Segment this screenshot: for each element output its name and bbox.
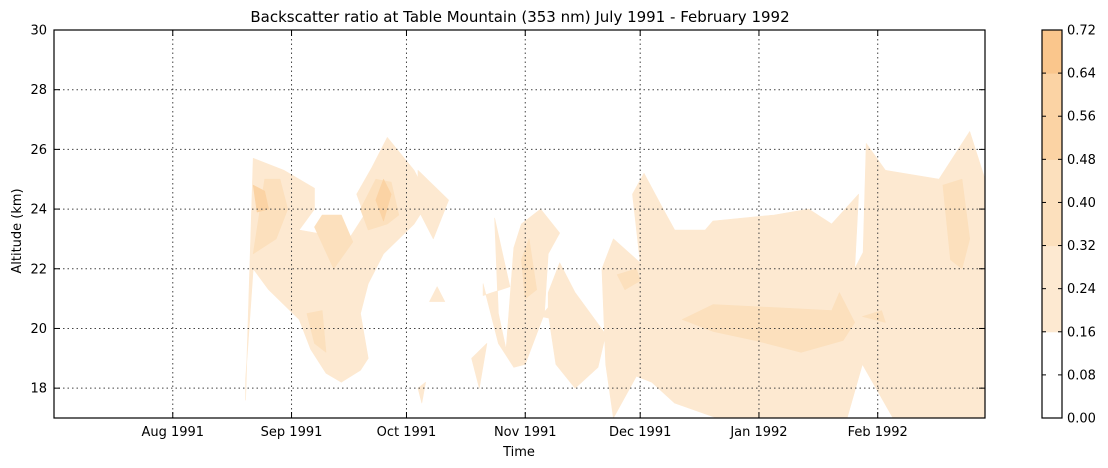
plot-frame (53, 29, 986, 419)
contour-region (314, 214, 354, 270)
colorbar: 0.00 0.08 0.16 0.24 0.32 0.40 0.48 0.56 0.64 0.72 (1041, 24, 1096, 427)
contour-region (482, 208, 560, 368)
x-tick-label: Dec 1991 (609, 425, 671, 440)
colorbar-tick-label: 0.08 (1067, 368, 1096, 383)
colorbar-band (1042, 73, 1062, 117)
contour-region (862, 310, 886, 323)
colorbar-band (1042, 374, 1062, 419)
x-axis-label: Time (502, 445, 535, 460)
contour-region (429, 286, 446, 302)
colorbar-band (1042, 202, 1062, 247)
colorbar-tick-label: 0.24 (1067, 282, 1096, 297)
colorbar-tick-label: 0.40 (1067, 196, 1096, 211)
colorbar-tick-label: 0.16 (1067, 325, 1096, 340)
x-tick-label: Feb 1992 (848, 425, 908, 440)
contour-region (252, 184, 269, 213)
plot-area (53, 29, 986, 419)
x-tick-label: Nov 1991 (494, 425, 557, 440)
y-axis-label: Altitude (km) (10, 188, 25, 273)
y-tick-label: 20 (30, 322, 47, 337)
grid-lines (54, 29, 985, 418)
contour-region (521, 238, 537, 299)
colorbar-ticks: 0.00 0.08 0.16 0.24 0.32 0.40 0.48 0.56 0.64 0.72 (1042, 24, 1096, 427)
colorbar-frame (1041, 29, 1063, 419)
colorbar-tick-label: 0.32 (1067, 239, 1096, 254)
contour-region (417, 381, 426, 404)
contour-region (616, 268, 641, 290)
contour-region (682, 292, 855, 353)
colorbar-band (1042, 245, 1062, 290)
y-tick-label: 24 (30, 203, 47, 218)
contour-region (417, 170, 449, 240)
x-tick-label: Jan 1992 (729, 425, 787, 440)
y-tick-label: 18 (30, 382, 47, 397)
colorbar-tick-label: 0.64 (1067, 67, 1096, 82)
chart-title: Backscatter ratio at Table Mountain (353… (250, 8, 789, 26)
colorbar-tick-label: 0.72 (1067, 24, 1096, 39)
y-tick-label: 30 (30, 24, 47, 39)
colorbar-bands (1042, 30, 1062, 419)
colorbar-band (1042, 30, 1062, 74)
colorbar-band (1042, 159, 1062, 203)
colorbar-band (1042, 331, 1062, 376)
y-tick-label: 28 (30, 83, 47, 98)
x-tick-labels: Aug 1991 Sep 1991 Oct 1991 Nov 1991 Dec 1991… (141, 425, 907, 440)
x-tick-label: Sep 1991 (261, 425, 323, 440)
y-tick-labels: 18 20 22 24 26 28 30 (30, 24, 47, 397)
x-tick-label: Oct 1991 (377, 425, 437, 440)
colorbar-tick-label: 0.00 (1067, 412, 1096, 427)
contour-region (306, 310, 327, 353)
y-tick-label: 22 (30, 262, 47, 277)
colorbar-tick-label: 0.48 (1067, 153, 1096, 168)
contour-region (942, 178, 970, 270)
contour-region (471, 343, 488, 389)
x-tick-label: Aug 1991 (141, 425, 204, 440)
colorbar-band (1042, 116, 1062, 160)
contour-region (547, 262, 606, 389)
contour-region (375, 178, 392, 222)
y-tick-label: 26 (30, 143, 47, 158)
colorbar-band (1042, 288, 1062, 333)
colorbar-tick-label: 0.56 (1067, 110, 1096, 125)
